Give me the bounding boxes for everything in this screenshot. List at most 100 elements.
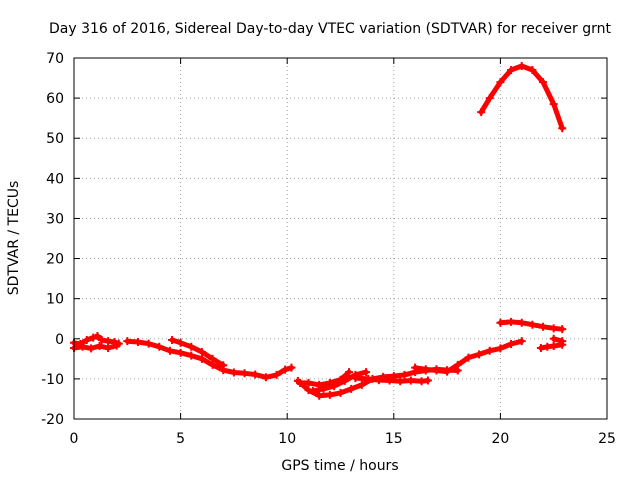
data-point [496,344,505,353]
data-point [168,335,177,344]
data-point [357,380,366,389]
data-point [400,370,409,379]
data-point [507,317,516,326]
x-tick-label: 5 [176,431,185,447]
data-point [517,337,526,346]
data-point [345,368,354,377]
data-point [549,324,558,333]
data-point [477,108,486,117]
data-point [251,370,260,379]
data-point [229,368,238,377]
data-point [517,318,526,327]
data-point [485,94,494,103]
data-point [82,335,91,344]
data-point [464,353,473,362]
y-axis-label: SDTVAR / TECUs [6,181,22,296]
data-point [528,66,537,75]
data-point [187,351,196,360]
y-tick-label: -10 [41,372,64,388]
data-point [443,367,452,376]
y-tick-label: 40 [46,171,64,187]
data-point [95,341,104,350]
data-point [528,320,537,329]
data-point [411,363,420,372]
data-point [304,378,313,387]
data-point [536,344,545,353]
data-point [287,363,296,372]
y-tick-label: 30 [46,211,64,227]
data-point [155,342,164,351]
data-point [315,391,324,400]
data-point [539,78,548,87]
data-point [507,66,516,75]
data-point [261,373,270,382]
chart-title: Day 316 of 2016, Sidereal Day-to-day VTE… [49,21,611,37]
data-point [421,365,430,374]
data-point [374,376,383,385]
data-point [558,337,567,346]
data-point [240,369,249,378]
data-point [475,350,484,359]
data-point [144,339,153,348]
data-point [347,384,356,393]
x-tick-label: 15 [385,431,403,447]
data-point [423,376,432,385]
data-point [97,335,106,344]
data-point [549,100,558,109]
data-point [112,341,121,350]
y-tick-label: 0 [55,332,64,348]
plot-frame [73,57,608,420]
data-point [453,360,462,369]
data-point [308,386,317,395]
data-point [507,339,516,348]
x-tick-label: 20 [491,431,509,447]
data-point [187,342,196,351]
data-point [351,374,360,383]
x-tick-label: 0 [70,431,79,447]
data-point [133,337,142,346]
data-point [272,370,281,379]
data-point [123,337,132,346]
data-point [432,366,441,375]
grid [74,58,607,419]
data-point [93,331,102,340]
x-tick-label: 10 [278,431,296,447]
data-point [165,346,174,355]
data-point [325,390,334,399]
data-point [496,78,505,87]
data-point [396,377,405,386]
data-point [362,368,371,377]
data-point [496,318,505,327]
data-series [70,62,567,400]
data-point [87,344,96,353]
data-point [549,334,558,343]
data-point [295,378,304,387]
data-point [319,384,328,393]
y-tick-label: -20 [41,412,64,428]
data-point [104,344,113,353]
data-point [176,348,185,357]
data-point [281,365,290,374]
data-point [176,338,185,347]
data-point [197,348,206,357]
data-point [385,376,394,385]
data-point [208,354,217,363]
data-point [364,374,373,383]
y-tick-label: 70 [46,51,64,67]
y-tick-label: 60 [46,91,64,107]
data-point [197,354,206,363]
data-point [219,361,228,370]
y-tick-label: 50 [46,131,64,147]
data-point [485,346,494,355]
data-point [517,62,526,71]
data-point [549,341,558,350]
data-point [330,382,339,391]
data-point [336,388,345,397]
x-axis-label: GPS time / hours [281,458,398,474]
data-point [406,376,415,385]
y-tick-label: 20 [46,252,64,268]
data-point [89,333,98,342]
data-point [558,124,567,133]
